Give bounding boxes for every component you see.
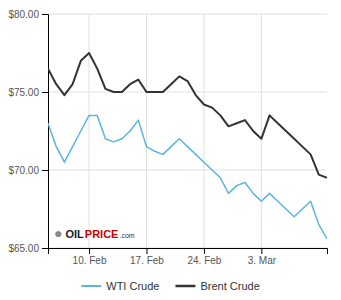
legend-label: Brent Crude bbox=[200, 280, 259, 292]
y-axis-line bbox=[42, 15, 49, 249]
x-axis-tick-label: 17. Feb bbox=[130, 255, 164, 266]
x-axis-tick: 10. Feb bbox=[73, 248, 107, 266]
annotation: OIL bbox=[65, 228, 84, 240]
y-axis-tick-label: $75.00 bbox=[8, 87, 39, 98]
grid-line-y bbox=[48, 92, 327, 93]
y-axis: $65.00 $70.00 $75.00 $80.00 bbox=[8, 9, 48, 254]
y-axis-tick-label: $70.00 bbox=[8, 165, 39, 176]
x-axis-tick-mark bbox=[204, 248, 205, 254]
grid bbox=[48, 14, 327, 248]
grid-line-x bbox=[203, 14, 204, 248]
logo: ●OILPRICE.com bbox=[54, 225, 135, 241]
series-line bbox=[48, 53, 327, 178]
y-axis-tick: $70.00 bbox=[8, 165, 48, 176]
plot: 10. Feb17. Feb24. Feb3. Mar$65.00$70.00$… bbox=[8, 9, 327, 266]
grid-line-x bbox=[146, 14, 147, 248]
legend-label: WTI Crude bbox=[106, 280, 159, 292]
chart: 10. Feb17. Feb24. Feb3. Mar$65.00$70.00$… bbox=[0, 0, 341, 300]
x-axis-tick-label: 24. Feb bbox=[187, 255, 221, 266]
x-axis-tick-label: 10. Feb bbox=[73, 255, 107, 266]
x-axis-tick-label: 3. Mar bbox=[248, 255, 277, 266]
x-axis-tick: 3. Mar bbox=[248, 248, 277, 266]
y-axis-tick-mark bbox=[42, 92, 48, 93]
y-axis-tick: $75.00 bbox=[8, 87, 48, 98]
legend-item: WTI Crude bbox=[81, 280, 159, 292]
legend-swatch bbox=[81, 285, 101, 287]
grid-line-y bbox=[48, 14, 327, 15]
x-axis-line bbox=[49, 249, 328, 255]
grid-line-x bbox=[261, 14, 262, 248]
annotation: ● bbox=[54, 225, 62, 241]
series-line bbox=[48, 115, 327, 238]
annotation: PRICE bbox=[85, 228, 119, 240]
legend: WTI Crude Brent Crude bbox=[81, 280, 260, 292]
y-axis-tick-mark bbox=[42, 14, 48, 15]
annotation: .com bbox=[119, 232, 134, 239]
y-axis-tick: $65.00 bbox=[8, 243, 48, 254]
y-axis-tick: $80.00 bbox=[8, 9, 48, 20]
x-axis-tick-mark bbox=[146, 248, 147, 254]
x-axis-tick: 24. Feb bbox=[187, 248, 221, 266]
grid-line-x bbox=[89, 14, 90, 248]
x-axis-tick-mark bbox=[261, 248, 262, 254]
lines bbox=[48, 53, 327, 239]
x-axis-tick: 17. Feb bbox=[130, 248, 164, 266]
legend-swatch bbox=[175, 285, 195, 288]
y-axis-tick-label: $80.00 bbox=[8, 9, 39, 20]
x-axis-tick-mark bbox=[89, 248, 90, 254]
x-axis: 10. Feb 17. Feb 24. Feb 3. Mar bbox=[49, 248, 328, 266]
legend-item: Brent Crude bbox=[175, 280, 259, 292]
grid-line-y bbox=[48, 170, 327, 171]
y-axis-tick-mark bbox=[42, 248, 48, 249]
y-axis-tick-label: $65.00 bbox=[8, 243, 39, 254]
y-axis-tick-mark bbox=[42, 170, 48, 171]
